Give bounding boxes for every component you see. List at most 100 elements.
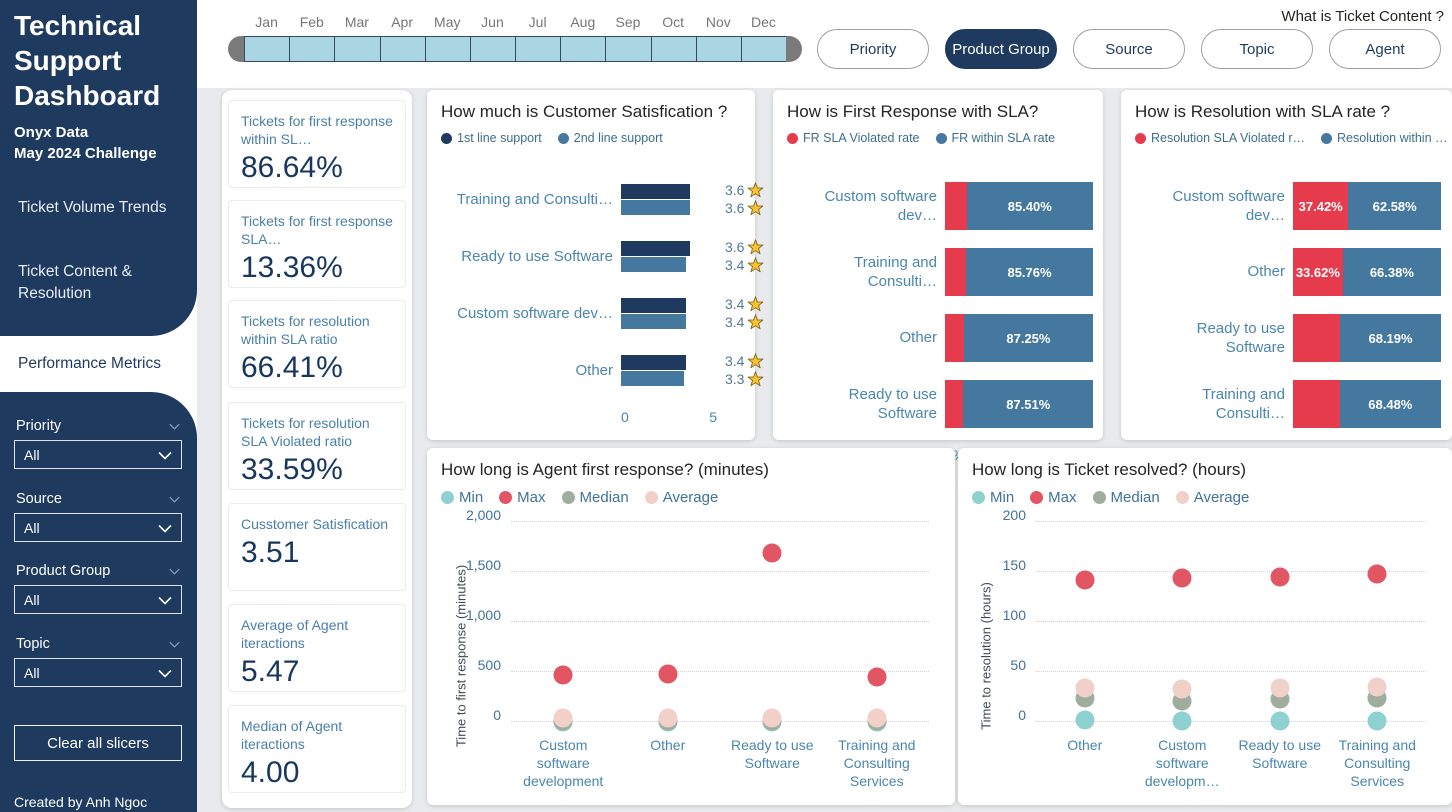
segment-Resolution-within-SLA-rate[interactable]: 66.38% xyxy=(1342,248,1441,296)
bar-1st-line-support[interactable] xyxy=(621,354,687,370)
filter-button-product-group[interactable]: Product Group xyxy=(945,29,1057,69)
segment-value-label: 62.58% xyxy=(1372,198,1417,214)
scatter-dot-max[interactable] xyxy=(1075,570,1095,590)
timeline-segment-sep[interactable] xyxy=(605,36,651,62)
scatter-dot-min[interactable] xyxy=(1367,711,1387,731)
segment-Resolution-SLA-Violated-rate[interactable] xyxy=(1293,380,1340,428)
stacked-bar[interactable]: 85.40% xyxy=(945,182,1093,230)
segment-value-label: 68.19% xyxy=(1368,330,1413,346)
gridline xyxy=(1036,621,1426,622)
chart-customer-satisfaction[interactable]: How much is Customer Satisfication ? 1st… xyxy=(427,90,764,440)
scatter-dot-min[interactable] xyxy=(1075,710,1095,730)
month-range-slicer[interactable]: Jan Feb Mar Apr May Jun Jul Aug Sep Oct Nov Dec xyxy=(228,14,803,62)
segment-FR-within-SLA-rate[interactable]: 85.76% xyxy=(966,248,1093,296)
value-label: 3.4 xyxy=(725,353,764,371)
segment-Resolution-SLA-Violated-rate[interactable] xyxy=(1293,314,1341,362)
scatter-dot-max[interactable] xyxy=(762,543,782,563)
bar-2nd-line-support[interactable] xyxy=(621,371,685,387)
segment-FR-SLA-Violated-rate[interactable] xyxy=(945,182,967,230)
bar-1st-line-support[interactable] xyxy=(621,183,691,199)
segment-Resolution-within-SLA-rate[interactable]: 62.58% xyxy=(1348,182,1441,230)
scatter-dot-average[interactable] xyxy=(1172,679,1192,699)
chart-resolution-sla[interactable]: How is Resolution with SLA rate ? Resolu… xyxy=(1121,90,1452,463)
timeline-segment-jun[interactable] xyxy=(469,36,516,62)
segment-FR-within-SLA-rate[interactable]: 87.51% xyxy=(963,380,1093,428)
timeline-segment-apr[interactable] xyxy=(379,36,425,62)
chevron-down-icon[interactable] xyxy=(169,563,180,579)
scatter-dot-max[interactable] xyxy=(1172,568,1192,588)
timeline-handle-right[interactable] xyxy=(786,36,803,62)
bar-1st-line-support[interactable] xyxy=(621,297,687,313)
filter-button-agent[interactable]: Agent xyxy=(1329,29,1441,69)
segment-FR-SLA-Violated-rate[interactable] xyxy=(945,248,967,296)
stacked-bar[interactable]: 68.48% xyxy=(1293,380,1441,428)
clear-all-slicers-button[interactable]: Clear all slicers xyxy=(14,725,182,761)
timeline-handle-left[interactable] xyxy=(228,36,244,62)
segment-FR-within-SLA-rate[interactable]: 85.40% xyxy=(966,182,1093,230)
scatter-dot-average[interactable] xyxy=(1075,678,1095,698)
slicer-dropdown[interactable]: All xyxy=(14,513,182,542)
timeline-segment-jan[interactable] xyxy=(244,36,290,62)
bar-2nd-line-support[interactable] xyxy=(621,200,691,216)
chart-ticket-resolution-time[interactable]: How long is Ticket resolved? (hours) Min… xyxy=(958,448,1452,805)
chart-title: How is Resolution with SLA rate ? xyxy=(1135,102,1391,121)
scatter-dot-max[interactable] xyxy=(1367,564,1387,584)
sidebar-item-performance-metrics-active[interactable]: Performance Metrics xyxy=(0,338,197,390)
bar-2nd-line-support[interactable] xyxy=(621,314,687,330)
filter-button-topic[interactable]: Topic xyxy=(1201,29,1313,69)
stacked-bar[interactable]: 68.19% xyxy=(1293,314,1441,362)
timeline-segment-nov[interactable] xyxy=(695,36,741,62)
slicer-dropdown[interactable]: All xyxy=(14,585,182,614)
bar-1st-line-support[interactable] xyxy=(621,240,691,256)
segment-FR-SLA-Violated-rate[interactable] xyxy=(945,380,964,428)
segment-Resolution-within-SLA-rate[interactable]: 68.19% xyxy=(1340,314,1441,362)
scatter-dot-average[interactable] xyxy=(658,708,678,728)
filter-button-source[interactable]: Source xyxy=(1073,29,1185,69)
segment-Resolution-within-SLA-rate[interactable]: 68.48% xyxy=(1339,380,1441,428)
ticket-content-question-link[interactable]: What is Ticket Content ? xyxy=(1281,8,1444,25)
timeline-segment-jul[interactable] xyxy=(515,36,561,62)
sidebar-item-ticket-content-resolution[interactable]: Ticket Content & Resolution xyxy=(18,263,133,302)
scatter-dot-average[interactable] xyxy=(1367,677,1387,697)
bar-pair xyxy=(621,182,717,217)
stacked-bar[interactable]: 85.76% xyxy=(945,248,1093,296)
slicer-dropdown[interactable]: All xyxy=(14,658,182,687)
scatter-dot-max[interactable] xyxy=(1270,567,1290,587)
scatter-dot-average[interactable] xyxy=(762,708,782,728)
timeline-segment-feb[interactable] xyxy=(289,36,335,62)
timeline-segment-aug[interactable] xyxy=(560,36,606,62)
chevron-down-icon[interactable] xyxy=(169,491,180,507)
segment-Resolution-SLA-Violated-rate[interactable]: 33.62% xyxy=(1293,248,1343,296)
timeline-segment-mar[interactable] xyxy=(334,36,380,62)
legend-item: Min xyxy=(972,489,1014,506)
scatter-dot-min[interactable] xyxy=(1172,711,1192,731)
segment-FR-within-SLA-rate[interactable]: 87.25% xyxy=(963,314,1093,362)
stacked-bar[interactable]: 87.51% xyxy=(945,380,1093,428)
slicer-dropdown[interactable]: All xyxy=(14,440,182,469)
scatter-dot-max[interactable] xyxy=(553,665,573,685)
scatter-dot-average[interactable] xyxy=(553,708,573,728)
chevron-down-icon[interactable] xyxy=(169,636,180,652)
sidebar-item-ticket-volume-trends[interactable]: Ticket Volume Trends xyxy=(18,199,167,216)
timeline-segment-oct[interactable] xyxy=(650,36,696,62)
bar-2nd-line-support[interactable] xyxy=(621,257,687,273)
scatter-dot-average[interactable] xyxy=(867,708,887,728)
segment-Resolution-SLA-Violated-rate[interactable]: 37.42% xyxy=(1293,182,1349,230)
legend-item: Resolution SLA Violated r… xyxy=(1135,131,1305,145)
scatter-dot-max[interactable] xyxy=(867,667,887,686)
chevron-down-icon[interactable] xyxy=(169,418,180,434)
scatter-dot-max[interactable] xyxy=(658,664,678,684)
plot-area: 0 50 100 150 200 xyxy=(1003,507,1426,731)
segment-FR-SLA-Violated-rate[interactable] xyxy=(945,314,964,362)
chart-agent-first-response-time[interactable]: How long is Agent first response? (minut… xyxy=(427,448,955,805)
stacked-bar[interactable]: 33.62% 66.38% xyxy=(1293,248,1441,296)
stacked-bar[interactable]: 37.42% 62.58% xyxy=(1293,182,1441,230)
legend-label: Average xyxy=(1193,489,1250,506)
scatter-dot-average[interactable] xyxy=(1270,678,1290,698)
timeline-segment-may[interactable] xyxy=(424,36,470,62)
filter-button-priority[interactable]: Priority xyxy=(817,29,929,69)
scatter-dot-min[interactable] xyxy=(1270,711,1290,731)
stacked-bar[interactable]: 87.25% xyxy=(945,314,1093,362)
chart-first-response-sla[interactable]: How is First Response with SLA? FR SLA V… xyxy=(773,90,1103,463)
timeline-segment-dec[interactable] xyxy=(740,36,787,62)
